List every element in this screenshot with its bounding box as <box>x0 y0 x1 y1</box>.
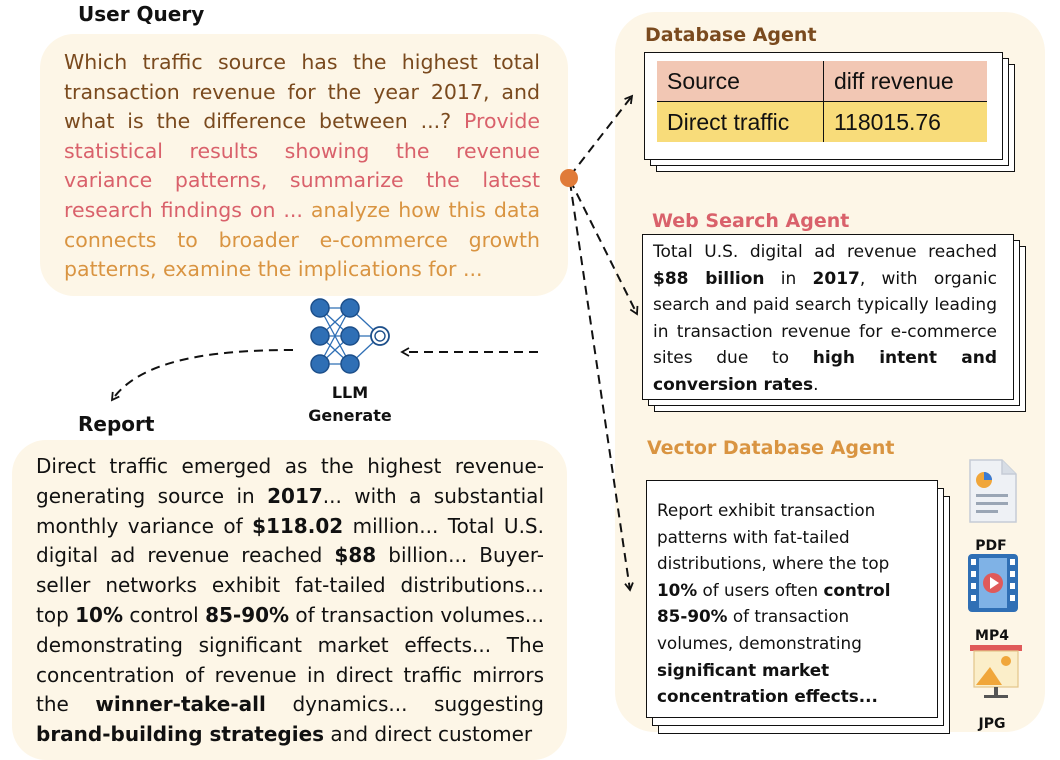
query-panel <box>40 34 568 296</box>
table-cell-diff-revenue: 118015.76 <box>833 108 941 135</box>
arrow-to-report <box>110 349 294 402</box>
mp4-label: MP4 <box>975 628 1009 644</box>
vector-db-card: Report exhibit transaction patterns with… <box>646 480 938 718</box>
report-panel <box>12 440 567 760</box>
web-search-agent-title: Web Search Agent <box>652 210 850 232</box>
database-card: Source diff revenue Direct traffic 11801… <box>644 52 1003 160</box>
table-row: Direct traffic 118015.76 <box>657 101 987 142</box>
llm-label: LLM <box>331 383 369 402</box>
query-text: Which traffic source has the highest tot… <box>64 48 540 285</box>
flow-arrows <box>110 94 639 592</box>
user-query-label: User Query <box>78 2 205 26</box>
query-part-3: analyze how this data connects to broade… <box>64 197 541 282</box>
arrow-to-web-search <box>569 179 639 316</box>
arrow-to-vector-db <box>569 181 634 592</box>
table-header-diff-revenue: diff revenue <box>823 61 987 102</box>
jpg-label: JPG <box>978 716 1006 732</box>
web-search-result-text: Total U.S. digital ad revenue reached $8… <box>653 242 997 395</box>
generate-label: Generate <box>308 406 392 425</box>
vector-db-agent-title: Vector Database Agent <box>647 437 895 459</box>
vector-db-result-text: Report exhibit transaction patterns with… <box>657 500 891 707</box>
query-part-1: Which traffic source has the highest tot… <box>64 50 540 134</box>
database-result-table: Source diff revenue Direct traffic 11801… <box>657 61 987 142</box>
database-agent-title: Database Agent <box>645 24 817 46</box>
pdf-label: PDF <box>975 538 1007 554</box>
mp4-video-icon <box>968 554 1018 612</box>
table-header-source: Source <box>657 61 824 102</box>
query-dispatch-dot <box>560 169 578 187</box>
jpg-image-icon <box>970 645 1022 698</box>
arrow-to-database <box>569 94 634 177</box>
query-part-2: Provide statistical results showing the … <box>64 109 540 222</box>
neural-network-icon <box>310 298 390 374</box>
table-cell-source: Direct traffic <box>657 101 824 142</box>
report-label: Report <box>78 412 155 436</box>
pdf-file-icon <box>969 459 1017 523</box>
table-header-row: Source diff revenue <box>657 61 987 102</box>
web-search-card: Total U.S. digital ad revenue reached $8… <box>642 234 1014 400</box>
